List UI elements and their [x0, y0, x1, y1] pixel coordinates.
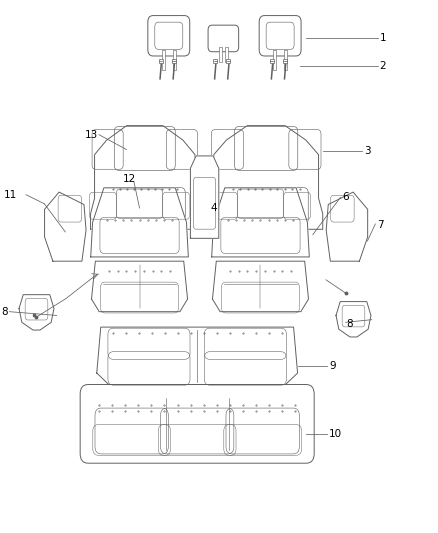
Bar	[213, 59, 217, 63]
Bar	[173, 50, 176, 70]
Polygon shape	[19, 295, 54, 330]
Polygon shape	[97, 327, 297, 384]
Text: 8: 8	[346, 319, 353, 329]
Text: 2: 2	[380, 61, 386, 70]
FancyBboxPatch shape	[148, 15, 190, 56]
Polygon shape	[191, 156, 219, 238]
Bar	[219, 47, 222, 62]
Bar	[159, 59, 162, 63]
Bar	[273, 50, 276, 70]
FancyBboxPatch shape	[259, 15, 301, 56]
Text: 3: 3	[364, 146, 371, 156]
Bar	[226, 59, 230, 63]
Text: 6: 6	[342, 192, 349, 203]
Polygon shape	[326, 192, 367, 261]
Text: 11: 11	[4, 190, 18, 200]
Text: 1: 1	[380, 33, 386, 43]
Bar	[284, 50, 287, 70]
Text: 8: 8	[2, 306, 8, 317]
Bar	[225, 47, 228, 62]
Bar	[162, 50, 165, 70]
Polygon shape	[336, 302, 371, 337]
Text: 4: 4	[210, 203, 217, 213]
Text: 9: 9	[329, 361, 336, 372]
Text: 12: 12	[123, 174, 136, 184]
Polygon shape	[91, 188, 188, 257]
FancyBboxPatch shape	[208, 25, 239, 52]
Polygon shape	[212, 188, 309, 257]
Bar	[283, 59, 287, 63]
Polygon shape	[212, 261, 308, 312]
Bar	[270, 59, 274, 63]
Text: 7: 7	[377, 220, 384, 230]
Polygon shape	[91, 126, 199, 229]
Text: 13: 13	[85, 130, 98, 140]
FancyBboxPatch shape	[80, 384, 314, 463]
Bar	[172, 59, 176, 63]
Polygon shape	[209, 126, 323, 229]
Polygon shape	[45, 192, 86, 261]
Polygon shape	[92, 261, 187, 312]
Text: 10: 10	[329, 429, 342, 439]
